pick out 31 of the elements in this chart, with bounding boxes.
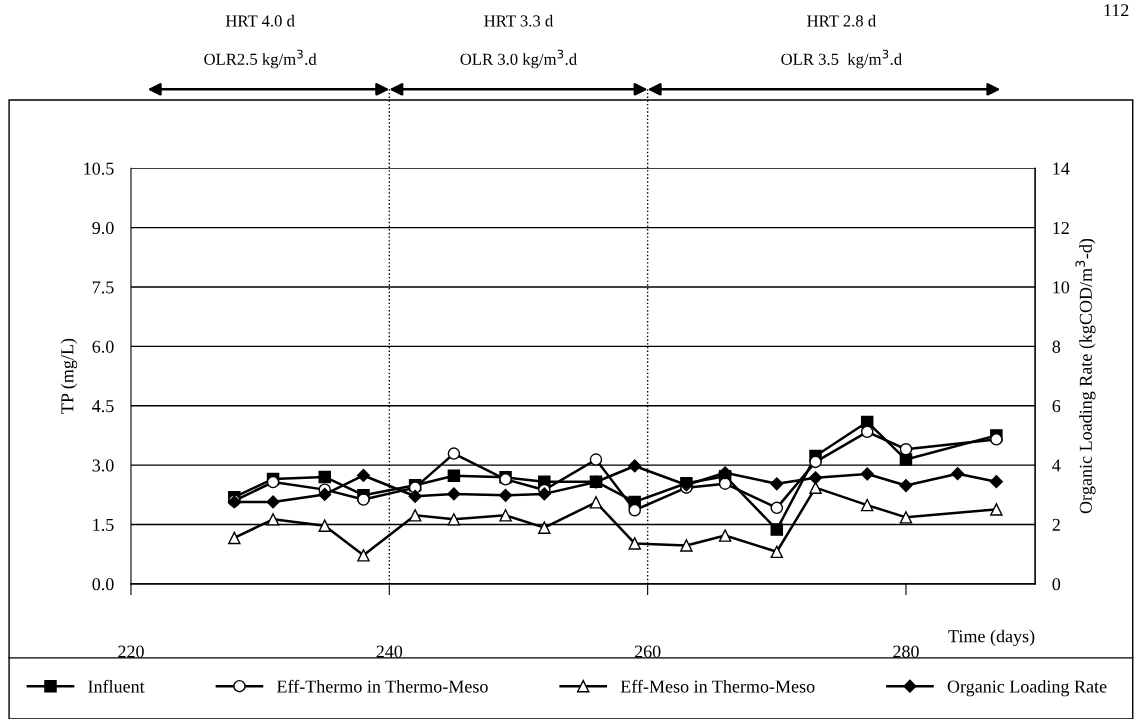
text: HRT 4.0 d OLR2.5 kg/m$^{3}$.d xyxy=(204,14,317,69)
x-tick-label: 280 xyxy=(893,645,919,658)
legend-label: Organic Loading Rate xyxy=(947,679,1107,697)
text: HRT 2.8 d OLR 3.5 kg/m$^{3}$.d xyxy=(781,14,902,69)
legend-label: Eff-Meso in Thermo-Meso xyxy=(620,679,815,693)
text: 112 xyxy=(1104,4,1129,17)
y-tick-label: 10.5 xyxy=(84,162,114,175)
legend-label: Eff-Thermo in Thermo-Meso xyxy=(276,679,488,693)
x-tick-label: 220 xyxy=(118,645,144,658)
y-tick-label: 7.5 xyxy=(92,281,114,294)
y2-tick-label: 10 xyxy=(1053,281,1070,294)
x-tick-label: 240 xyxy=(376,645,403,658)
y-tick-label: 1.5 xyxy=(93,518,114,531)
y2-tick-label: 6 xyxy=(1052,400,1061,413)
x-axis-title: Time (days) xyxy=(948,629,1035,647)
y2-tick-label: 2 xyxy=(1052,518,1060,531)
text: HRT 3.3 d OLR 3.0 kg/m$^{3}$.d xyxy=(460,14,577,69)
y-tick-label: 6.0 xyxy=(92,340,114,353)
x-tick-label: 260 xyxy=(634,645,661,658)
y-tick-label: 9.0 xyxy=(92,221,114,235)
legend-label: Influent xyxy=(88,679,145,693)
y2-tick-label: 0 xyxy=(1052,578,1061,591)
y2-tick-label: 4 xyxy=(1052,459,1061,472)
y-tick-label: 0.0 xyxy=(92,578,114,591)
y-tick-label: 4.5 xyxy=(92,400,114,413)
y2-axis-title: Organic Loading Rate (kgCOD/m$^{3}$-d) xyxy=(1075,238,1096,514)
y2-tick-label: 12 xyxy=(1053,221,1069,234)
y2-tick-label: 8 xyxy=(1052,340,1061,353)
y-axis-title: TP (mg/L) xyxy=(60,338,78,414)
y-tick-label: 3.0 xyxy=(92,459,114,472)
y2-tick-label: 14 xyxy=(1053,162,1070,175)
